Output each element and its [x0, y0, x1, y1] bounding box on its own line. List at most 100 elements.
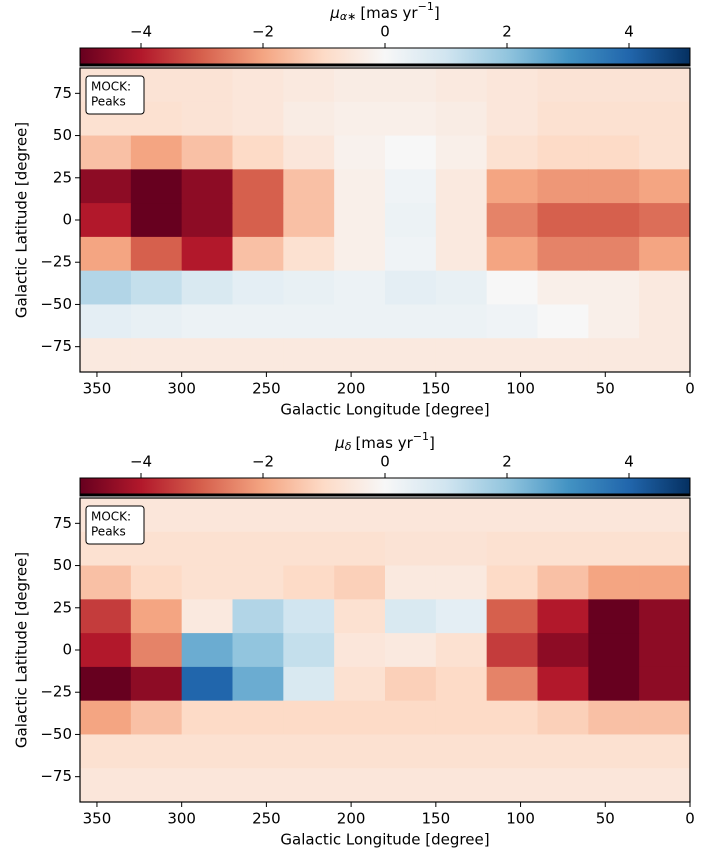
heatmap-cell [181, 338, 233, 373]
heatmap-cell [639, 68, 691, 103]
colorbar-label-superscript: −1 [413, 430, 429, 443]
heatmap-cell [435, 633, 488, 668]
heatmap-cell [486, 599, 538, 634]
heatmap-cell [130, 135, 183, 170]
heatmap-cell [283, 270, 335, 305]
heatmap-cell [537, 270, 589, 305]
heatmap-cell [486, 700, 538, 735]
colorbar-tick-label: 4 [624, 23, 634, 41]
heatmap-cell [130, 700, 183, 735]
heatmap-cell [130, 666, 183, 702]
heatmap-cell [385, 498, 437, 533]
heatmap-cell [181, 565, 233, 600]
heatmap-cell [486, 236, 538, 272]
heatmap-cell [435, 270, 488, 305]
heatmap-cell [639, 531, 691, 567]
heatmap-cell [385, 666, 437, 702]
heatmap-cell [181, 101, 233, 137]
annotation: MOCK: [91, 80, 131, 94]
colorbar-tick-label: −2 [252, 23, 274, 41]
heatmap-cell [486, 270, 538, 305]
y-tick-label: 25 [53, 598, 72, 616]
heatmap-cell [283, 599, 335, 634]
x-tick-label: 200 [337, 810, 366, 828]
colorbar-tick-label: −4 [130, 453, 152, 471]
heatmap-cell [639, 304, 691, 339]
heatmap-cell [435, 338, 488, 373]
heatmap-cell [385, 338, 437, 373]
heatmap-cell [486, 101, 538, 137]
heatmap-cell [435, 666, 488, 702]
heatmap-cell [283, 565, 335, 600]
heatmap-cell [639, 338, 691, 373]
heatmap-cell [334, 565, 386, 600]
heatmap-cell [334, 768, 386, 803]
colorbar-tick-label: 2 [502, 453, 512, 471]
heatmap-cell [588, 101, 640, 137]
heatmap-cell [639, 203, 691, 238]
heatmap-cell [334, 700, 386, 735]
heatmap-cell [639, 666, 691, 702]
heatmap-cell [334, 633, 386, 668]
heatmap-cell [181, 531, 233, 567]
heatmap-cell [486, 565, 538, 600]
heatmap-cell [588, 304, 640, 339]
heatmap-cell [385, 599, 437, 634]
heatmap-cell [232, 270, 284, 305]
annotation: Peaks [91, 525, 126, 539]
heatmap-cell [283, 101, 335, 137]
heatmap-cell [80, 666, 132, 702]
heatmap-cell [80, 304, 132, 339]
heatmap-cell [232, 338, 284, 373]
heatmap-cell [486, 338, 538, 373]
heatmap-cell [334, 304, 386, 339]
heatmap-cell [181, 599, 233, 634]
heatmap-cell [130, 169, 183, 204]
heatmap-cell [232, 734, 284, 769]
colorbar-tick-label: 0 [380, 23, 390, 41]
heatmap-cell [537, 203, 589, 238]
colorbar-label-symbol: μ [329, 4, 340, 22]
heatmap-cell [181, 236, 233, 272]
heatmap-cell [80, 270, 132, 305]
heatmap-cell [639, 633, 691, 668]
heatmap-cell [334, 101, 386, 137]
heatmap-cell [80, 338, 132, 373]
y-tick-label: −75 [40, 337, 72, 355]
heatmap-cell [588, 203, 640, 238]
heatmap-cell [639, 565, 691, 600]
heatmap-cell [486, 68, 538, 103]
heatmap-cell [80, 599, 132, 634]
heatmap-cell [537, 498, 589, 533]
heatmap-cell [334, 338, 386, 373]
heatmap-cell [435, 236, 488, 272]
heatmap-cell [181, 768, 233, 803]
heatmap-cell [486, 666, 538, 702]
heatmap-cell [283, 236, 335, 272]
heatmap-cell [334, 531, 386, 567]
heatmap-cell [639, 135, 691, 170]
heatmap-cell [588, 169, 640, 204]
heatmap-cell [537, 599, 589, 634]
heatmap-cell [588, 599, 640, 634]
heatmap-cell [588, 68, 640, 103]
heatmap-cell [537, 531, 589, 567]
colorbar-label: μα∗ [mas yr−1] [329, 0, 439, 23]
heatmap-cell [385, 270, 437, 305]
heatmap-cell [130, 304, 183, 339]
heatmap-cell [130, 734, 183, 769]
heatmap-cell [537, 734, 589, 769]
annotation-box [85, 505, 145, 545]
heatmap-cell [435, 135, 488, 170]
heatmap-cell [537, 236, 589, 272]
heatmap-cell [283, 531, 335, 567]
heatmap-cell [385, 203, 437, 238]
heatmap-cell [588, 531, 640, 567]
heatmap-cell [486, 633, 538, 668]
heatmap-cell [232, 531, 284, 567]
heatmap-cell [435, 734, 488, 769]
heatmap-cell [537, 68, 589, 103]
heatmap-cell [181, 135, 233, 170]
x-tick-label: 250 [252, 380, 281, 398]
colorbar-label-subscript: δ [345, 440, 352, 453]
